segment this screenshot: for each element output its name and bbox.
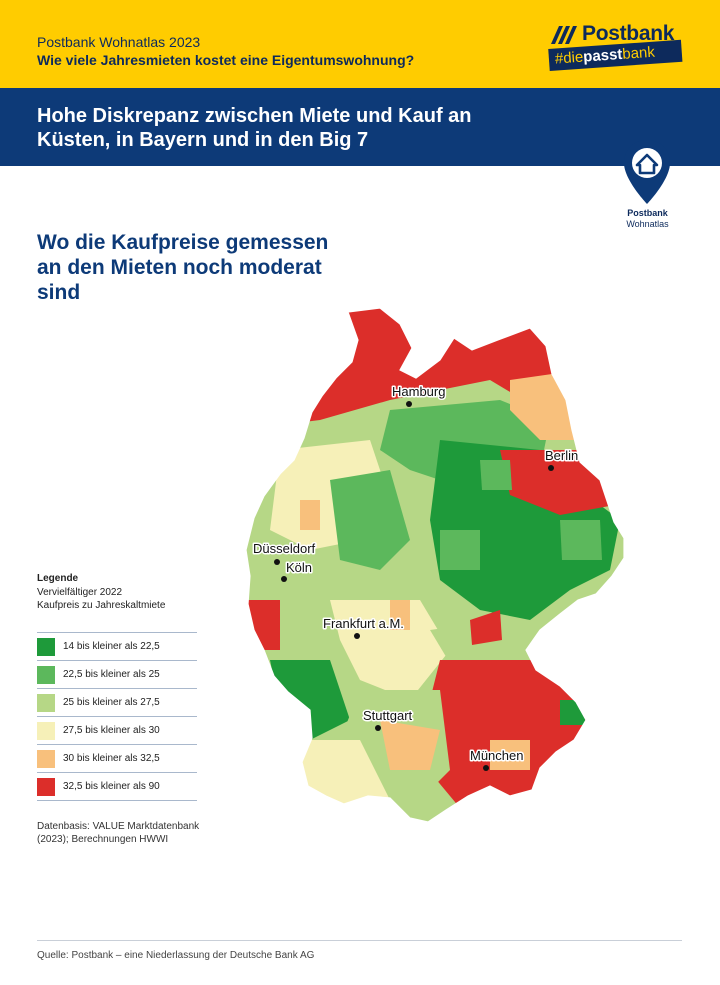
legend-subtitle: Vervielfältiger 2022 xyxy=(37,587,123,598)
legend-swatch xyxy=(37,665,55,684)
legend-swatch xyxy=(37,693,55,712)
legend-item-label: 25 bis kleiner als 27,5 xyxy=(63,697,160,708)
legend-item: 32,5 bis kleiner als 90 xyxy=(37,773,197,801)
city-muenchen: München xyxy=(469,747,525,771)
top-kicker: Postbank Wohnatlas 2023 xyxy=(37,34,201,50)
legend-item-label: 14 bis kleiner als 22,5 xyxy=(63,641,160,652)
city-label-hamburg: Hamburg xyxy=(392,384,445,399)
wohnatlas-badge: Postbank Wohnatlas xyxy=(600,208,695,230)
city-label-duesseldorf: Düsseldorf xyxy=(253,541,316,556)
legend-swatch xyxy=(37,777,55,796)
legend-swatch xyxy=(37,749,55,768)
city-hamburg: Hamburg xyxy=(391,383,447,407)
logo-wordmark: Postbank xyxy=(582,22,675,45)
top-banner xyxy=(0,0,720,88)
germany-choropleth-map: Hamburg Berlin Düsseldorf Köln Frankfurt… xyxy=(245,307,625,823)
city-label-stuttgart: Stuttgart xyxy=(363,708,413,723)
footer-divider xyxy=(37,940,682,941)
map-subheading: Wo die Kaufpreise gemessen an den Mieten… xyxy=(37,231,329,304)
hashtag-prefix: #die xyxy=(554,48,584,68)
legend-item: 25 bis kleiner als 27,5 xyxy=(37,689,197,717)
location-pin-icon xyxy=(624,140,670,204)
legend: 14 bis kleiner als 22,5 22,5 bis kleiner… xyxy=(37,632,197,801)
city-berlin: Berlin xyxy=(544,447,580,471)
city-duesseldorf: Düsseldorf xyxy=(252,540,317,565)
legend-item-label: 27,5 bis kleiner als 30 xyxy=(63,725,160,736)
city-label-koeln: Köln xyxy=(286,560,312,575)
city-stuttgart: Stuttgart xyxy=(362,707,414,731)
legend-item: 14 bis kleiner als 22,5 xyxy=(37,633,197,661)
legend-subtitle-metric: Kaufpreis zu Jahreskaltmiete xyxy=(37,600,166,611)
top-question: Wie viele Jahresmieten kostet eine Eigen… xyxy=(37,52,415,68)
city-label-frankfurt: Frankfurt a.M. xyxy=(323,616,404,631)
headline: Hohe Diskrepanz zwischen Miete und Kauf … xyxy=(37,105,472,151)
city-koeln: Köln xyxy=(281,559,314,582)
hashtag-bold: passt xyxy=(582,45,623,66)
postbank-logo-icon xyxy=(551,26,577,44)
legend-item: 30 bis kleiner als 32,5 xyxy=(37,745,197,773)
germany-outline xyxy=(245,307,625,823)
legend-swatch xyxy=(37,637,55,656)
city-label-berlin: Berlin xyxy=(545,448,578,463)
badge-line2: Wohnatlas xyxy=(626,219,669,229)
badge-line1: Postbank xyxy=(627,208,668,218)
footer-source: Quelle: Postbank – eine Niederlassung de… xyxy=(37,950,315,961)
hashtag-suffix: bank xyxy=(621,43,656,63)
legend-item-label: 30 bis kleiner als 32,5 xyxy=(63,753,160,764)
city-frankfurt: Frankfurt a.M. xyxy=(322,615,405,639)
legend-swatch xyxy=(37,721,55,740)
legend-title: Legende xyxy=(37,573,79,584)
legend-item-label: 32,5 bis kleiner als 90 xyxy=(63,781,160,792)
postbank-logo: Postbank #diepasstbank xyxy=(548,22,684,72)
headline-banner xyxy=(0,88,720,166)
data-source-note: Datenbasis: VALUE Marktdatenbank (2023);… xyxy=(37,821,200,845)
legend-item: 27,5 bis kleiner als 30 xyxy=(37,717,197,745)
city-label-muenchen: München xyxy=(470,748,523,763)
legend-item: 22,5 bis kleiner als 25 xyxy=(37,661,197,689)
legend-item-label: 22,5 bis kleiner als 25 xyxy=(63,669,160,680)
